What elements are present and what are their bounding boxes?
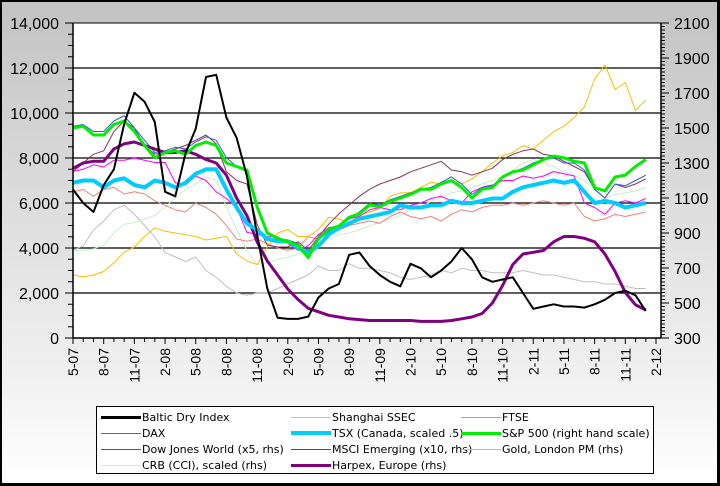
series-line-gold-london-pm-rhs bbox=[72, 64, 647, 278]
legend-item: Baltic Dry Index bbox=[101, 409, 230, 425]
legend-label: S&P 500 (right hand scale) bbox=[502, 426, 650, 440]
y-left-tick-label: 4,000 bbox=[19, 241, 59, 258]
series-line-baltic-dry-index bbox=[72, 73, 647, 320]
series-line-dax bbox=[72, 157, 647, 251]
series-line-shanghai-ssec bbox=[72, 204, 646, 296]
y-right-tick-label: 2100 bbox=[674, 16, 710, 33]
y-left-tick-label: 8,000 bbox=[19, 151, 59, 168]
y-left-tick-label: 6,000 bbox=[19, 196, 59, 213]
x-tick-label: 8-10 bbox=[464, 348, 480, 376]
y-left-tick-label: 0 bbox=[50, 331, 59, 348]
legend-item: FTSE bbox=[461, 409, 529, 425]
y-left-tick-label: 14,000 bbox=[10, 16, 59, 33]
x-tick-label: 11-10 bbox=[495, 348, 511, 383]
x-tick-label: 5-08 bbox=[188, 348, 204, 376]
y-axis-right-labels: 300 500 700 900 1100 1300 1500 1700 1900 2100 bbox=[674, 16, 710, 348]
legend-item: MSCI Emerging (x10, rhs) bbox=[291, 441, 472, 457]
axes bbox=[65, 22, 669, 344]
series-lines bbox=[72, 64, 647, 323]
legend-swatch bbox=[291, 448, 331, 450]
legend-swatch bbox=[291, 416, 331, 418]
x-tick-label: 11-09 bbox=[372, 348, 388, 383]
legend-item: Dow Jones World (x5, rhs) bbox=[101, 441, 284, 457]
x-tick-label: 2-08 bbox=[157, 348, 173, 376]
legend-swatch bbox=[291, 463, 331, 467]
y-right-tick-label: 1300 bbox=[674, 156, 710, 173]
legend-item: TSX (Canada, scaled .5) bbox=[291, 425, 463, 441]
x-tick-label: 8-08 bbox=[218, 348, 234, 376]
x-axis-labels: 5-07 8-07 11-07 2-08 5-08 8-08 11-08 2-09 5-09 8-… bbox=[65, 348, 664, 383]
y-right-tick-label: 1700 bbox=[674, 86, 710, 103]
legend-swatch bbox=[101, 448, 141, 450]
y-right-tick-label: 1500 bbox=[674, 121, 710, 138]
legend-label: DAX bbox=[142, 426, 166, 440]
legend-swatch bbox=[291, 431, 331, 435]
series-line-s-p-500-right-hand-scale bbox=[72, 119, 647, 259]
x-tick-label: 5-10 bbox=[433, 348, 449, 376]
y-left-tick-label: 12,000 bbox=[10, 61, 59, 78]
legend-swatch bbox=[461, 431, 501, 435]
legend-label: Baltic Dry Index bbox=[142, 410, 230, 424]
series-line-ftse bbox=[72, 186, 646, 251]
y-right-tick-label: 700 bbox=[674, 261, 701, 278]
legend-item: Harpex, Europe (rhs) bbox=[291, 457, 446, 473]
legend-label: Harpex, Europe (rhs) bbox=[332, 458, 447, 472]
legend-swatch bbox=[101, 464, 141, 466]
x-tick-label: 2-11 bbox=[525, 348, 541, 375]
x-tick-label: 2-10 bbox=[403, 348, 419, 376]
legend-item: Gold, London PM (rhs) bbox=[461, 441, 623, 457]
legend-label: MSCI Emerging (x10, rhs) bbox=[332, 442, 473, 456]
legend-label: Gold, London PM (rhs) bbox=[502, 442, 624, 456]
x-tick-label: 2-09 bbox=[280, 348, 296, 376]
series-line-tsx-canada-scaled-5 bbox=[72, 167, 647, 255]
legend: Baltic Dry Index Shanghai SSEC FTSE DAX … bbox=[96, 406, 654, 474]
x-tick-label: 2-12 bbox=[648, 348, 664, 376]
legend-label: Dow Jones World (x5, rhs) bbox=[142, 442, 284, 456]
legend-label: FTSE bbox=[502, 410, 529, 424]
legend-item: Shanghai SSEC bbox=[291, 409, 416, 425]
y-left-tick-label: 2,000 bbox=[19, 286, 59, 303]
series-line-crb-cci-scaled-rhs bbox=[73, 159, 646, 265]
x-tick-label: 11-08 bbox=[249, 348, 265, 383]
y-axis-left-labels: 0 2,000 4,000 6,000 8,000 10,000 12,000 14,000 bbox=[10, 16, 59, 348]
plot-area bbox=[73, 23, 661, 338]
legend-label: Shanghai SSEC bbox=[332, 410, 416, 424]
y-right-tick-label: 900 bbox=[674, 226, 701, 243]
x-tick-label: 5-11 bbox=[556, 348, 572, 375]
x-tick-label: 11-11 bbox=[617, 348, 633, 382]
x-tick-label: 8-07 bbox=[96, 348, 112, 376]
legend-item: CRB (CCI), scaled (rhs) bbox=[101, 457, 267, 473]
legend-swatch bbox=[461, 416, 501, 418]
x-tick-label: 8-11 bbox=[587, 348, 603, 375]
legend-label: CRB (CCI), scaled (rhs) bbox=[142, 458, 267, 472]
x-tick-label: 8-09 bbox=[341, 348, 357, 376]
y-right-tick-label: 300 bbox=[674, 331, 701, 348]
legend-label: TSX (Canada, scaled .5) bbox=[332, 426, 464, 440]
legend-item: DAX bbox=[101, 425, 165, 441]
x-tick-label: 11-07 bbox=[126, 348, 142, 383]
x-tick-label: 5-09 bbox=[310, 348, 326, 376]
y-right-tick-label: 1100 bbox=[674, 191, 709, 208]
legend-swatch bbox=[461, 448, 501, 450]
y-right-tick-label: 1900 bbox=[674, 51, 710, 68]
legend-item: S&P 500 (right hand scale) bbox=[461, 425, 650, 441]
x-tick-label: 5-07 bbox=[65, 348, 81, 376]
y-right-tick-label: 500 bbox=[674, 296, 701, 313]
y-left-tick-label: 10,000 bbox=[10, 106, 59, 123]
legend-swatch bbox=[101, 415, 141, 419]
legend-swatch bbox=[101, 432, 141, 434]
